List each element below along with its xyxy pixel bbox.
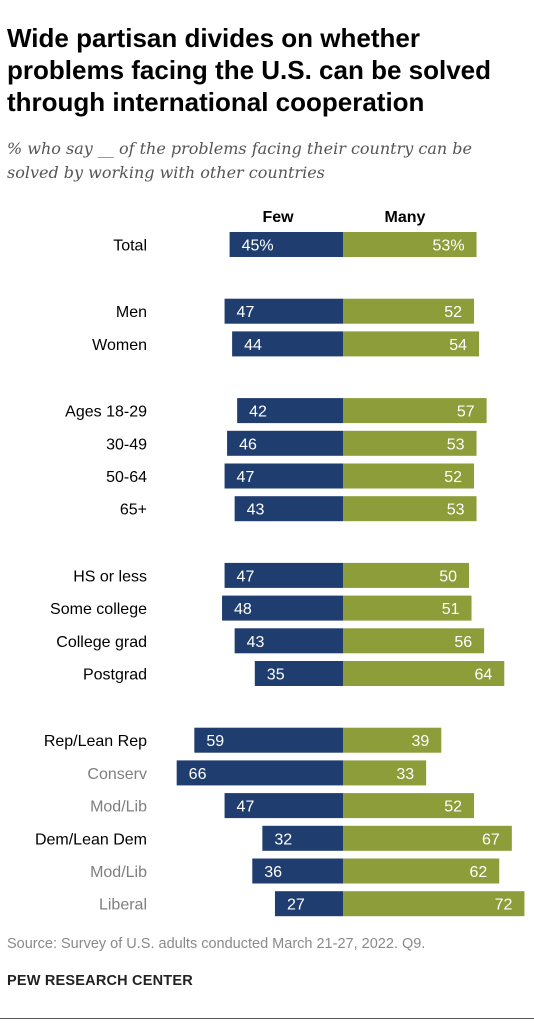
many-value-label: 64 [474, 667, 492, 684]
many-bar [343, 232, 477, 257]
many-bar [343, 628, 485, 654]
many-value-label: 57 [457, 404, 475, 421]
few-bar [194, 727, 343, 753]
many-value-label: 53 [447, 502, 465, 519]
many-bar [343, 858, 500, 884]
many-bar [343, 331, 480, 357]
few-bar [234, 628, 343, 654]
row-label: Conserv [87, 766, 147, 783]
many-value-label: 52 [444, 799, 462, 816]
few-value-label: 59 [206, 733, 224, 750]
few-bar [252, 858, 343, 884]
row-label: Men [116, 304, 147, 321]
few-bar [176, 760, 343, 786]
row-label: Mod/Lib [90, 799, 147, 816]
row-label: Liberal [99, 897, 147, 914]
row-label: 30-49 [106, 436, 147, 453]
row-label: Mod/Lib [90, 864, 147, 881]
many-value-label: 62 [469, 864, 487, 881]
many-value-label: 67 [482, 831, 500, 848]
many-bar [343, 760, 427, 786]
few-value-label: 27 [287, 897, 305, 914]
few-value-label: 36 [264, 864, 282, 881]
row-label: HS or less [73, 568, 147, 585]
many-value-label: 53% [433, 238, 465, 255]
few-value-label: 43 [247, 634, 265, 651]
many-bar [343, 595, 472, 621]
few-bar [229, 232, 343, 257]
many-value-label: 50 [439, 568, 457, 585]
many-value-label: 53 [447, 436, 465, 453]
many-bar [343, 793, 475, 819]
source-note: Source: Survey of U.S. adults conducted … [7, 936, 426, 952]
many-value-label: 52 [444, 469, 462, 486]
few-bar [224, 562, 343, 588]
chart-title: Wide partisan divides on whether problem… [7, 23, 492, 117]
legend-many: Many [385, 209, 426, 226]
many-bar [343, 891, 525, 917]
row-label: College grad [56, 634, 147, 651]
footer-credit: PEW RESEARCH CENTER [7, 973, 193, 989]
few-value-label: 44 [244, 337, 262, 354]
few-bar [222, 595, 343, 621]
few-value-label: 48 [234, 601, 252, 618]
many-bar [343, 496, 477, 522]
few-value-label: 45% [242, 238, 274, 255]
few-bar [234, 496, 343, 522]
row-label: Women [92, 337, 147, 354]
few-value-label: 47 [237, 568, 255, 585]
many-value-label: 51 [442, 601, 460, 618]
row-label: 65+ [120, 502, 147, 519]
few-bar [274, 891, 343, 917]
row-label: Ages 18-29 [65, 404, 147, 421]
bottom-rule [0, 1018, 534, 1019]
many-bar [343, 562, 469, 588]
many-value-label: 72 [495, 897, 513, 914]
few-bar [227, 430, 343, 456]
chart-subtitle: % who say __ of the problems facing thei… [7, 139, 472, 182]
many-value-label: 33 [396, 766, 414, 783]
row-label: Some college [50, 601, 147, 618]
few-value-label: 47 [237, 469, 255, 486]
many-value-label: 56 [454, 634, 472, 651]
few-value-label: 35 [267, 667, 285, 684]
few-bar [224, 793, 343, 819]
row-label: Postgrad [83, 667, 147, 684]
many-bar [343, 661, 505, 686]
many-bar [343, 398, 487, 424]
few-value-label: 47 [237, 304, 255, 321]
few-bar [232, 331, 343, 357]
row-label: 50-64 [106, 469, 147, 486]
many-bar [343, 463, 475, 489]
few-value-label: 47 [237, 799, 255, 816]
many-bar [343, 727, 442, 753]
many-value-label: 39 [411, 733, 429, 750]
many-bar [343, 298, 475, 324]
few-bar [224, 463, 343, 489]
few-bar [224, 298, 343, 324]
row-label: Dem/Lean Dem [35, 831, 147, 848]
few-value-label: 46 [239, 436, 257, 453]
few-value-label: 42 [249, 404, 267, 421]
few-bar [237, 398, 343, 424]
row-label: Rep/Lean Rep [44, 733, 147, 750]
few-value-label: 32 [274, 831, 292, 848]
many-bar [343, 430, 477, 456]
few-value-label: 43 [247, 502, 265, 519]
many-bar [343, 825, 512, 851]
row-label: Total [113, 238, 147, 255]
legend-few: Few [262, 209, 294, 226]
few-value-label: 66 [189, 766, 207, 783]
many-value-label: 52 [444, 304, 462, 321]
few-bar [254, 661, 343, 686]
few-bar [262, 825, 343, 851]
many-value-label: 54 [449, 337, 467, 354]
